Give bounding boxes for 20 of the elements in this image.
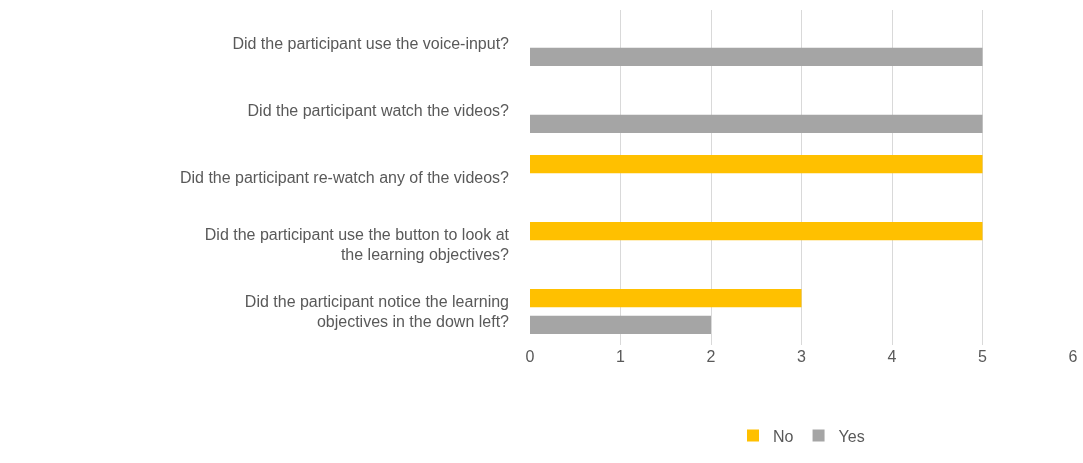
- x-tick-label: 3: [797, 348, 807, 365]
- bar: [530, 222, 983, 241]
- x-tick-label: 4: [887, 348, 897, 365]
- y-tick-label: Did the participant use the voice-input?: [232, 35, 510, 53]
- y-tick-label: Did the participant notice the learning objectives in the down left?: [244, 292, 510, 331]
- y-tick-label: Did the participant use the button to look at the learning objectives?: [204, 225, 510, 264]
- x-tick-label: 6: [1068, 348, 1078, 365]
- x-tick-label: 1: [616, 348, 626, 365]
- legend-label: Yes: [838, 427, 865, 445]
- legend-label: No: [773, 427, 794, 445]
- bar: [530, 114, 983, 133]
- bar: [530, 289, 802, 308]
- x-tick-label: 0: [525, 348, 535, 365]
- bar: [530, 315, 711, 334]
- x-tick-label: 2: [706, 348, 716, 365]
- y-tick-label: Did the participant watch the videos?: [247, 102, 510, 120]
- bar: [530, 155, 983, 174]
- bar: [530, 47, 983, 66]
- y-tick-label: Did the participant re-watch any of the videos?: [179, 169, 510, 187]
- x-tick-label: 5: [978, 348, 988, 365]
